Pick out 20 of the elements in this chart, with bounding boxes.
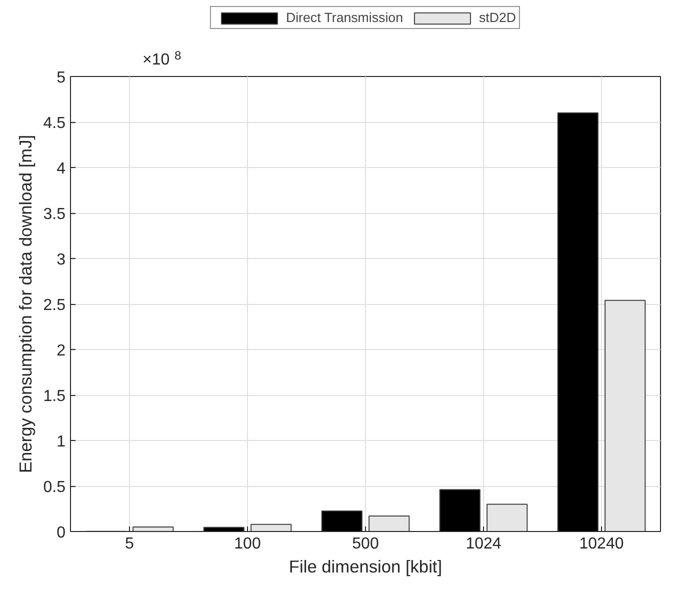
- y-tick-label: 3: [56, 252, 66, 268]
- y-tick-label: 2: [56, 342, 66, 360]
- y-tick-label: 4.5: [43, 115, 66, 132]
- x-tick-label: 100: [234, 536, 261, 552]
- y-tick-label: 5: [56, 70, 66, 86]
- x-tick-label: 1024: [466, 536, 502, 552]
- y-tick-label: 0.5: [43, 479, 66, 496]
- x-tick-label: 500: [352, 536, 379, 552]
- y-tick-label: 0: [56, 524, 66, 542]
- x-axis-title: File dimension [kbit]: [288, 556, 442, 576]
- y-tick-label: 2.5: [43, 297, 66, 314]
- y-tick-label: 1: [56, 434, 66, 450]
- legend-label: stD2D: [479, 10, 516, 25]
- y-tick-label: 3.5: [43, 206, 66, 223]
- y-tick-label: 4: [56, 160, 66, 178]
- x-tick-label: 10240: [579, 536, 624, 552]
- legend-label: Direct Transmission: [286, 10, 403, 25]
- x-tick-label: 5: [125, 536, 134, 552]
- y-tick-label: 1.5: [43, 388, 66, 405]
- y-axis-title: Energy consumption for data download [mJ]: [15, 134, 36, 474]
